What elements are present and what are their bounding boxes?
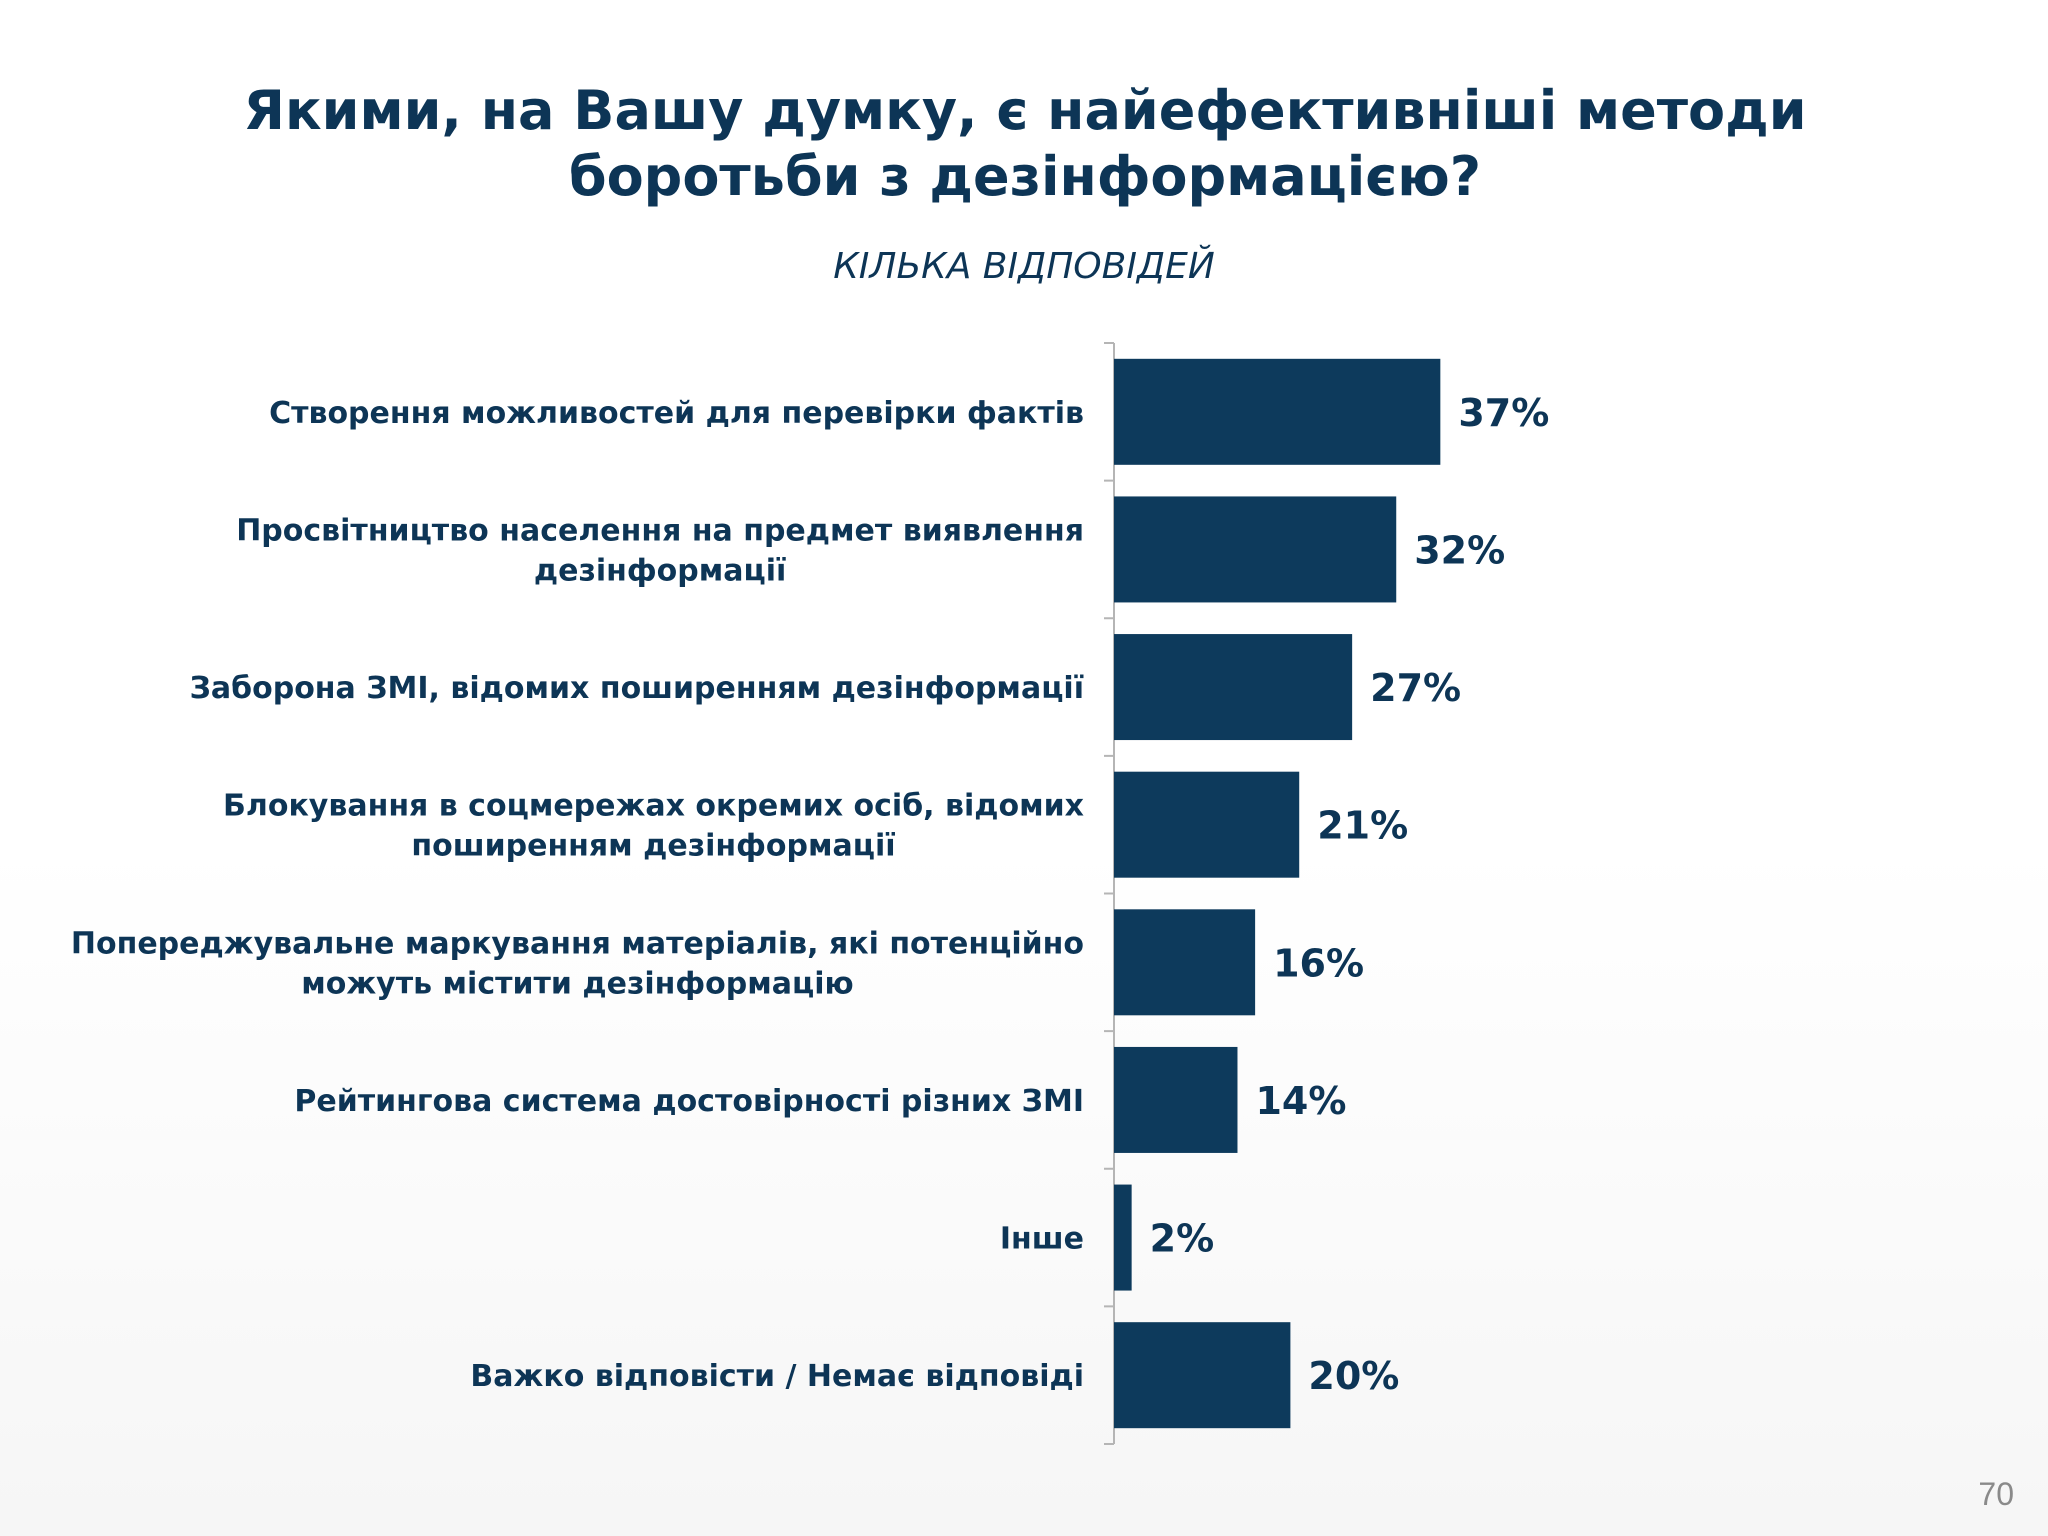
category-label-line: Створення можливостей для перевірки факт… [269,396,1084,431]
category-label: Важко відповісти / Немає відповіді [470,1359,1084,1394]
bar-value-label: 2% [1150,1217,1215,1261]
bar [1114,358,1441,465]
bar-value-label: 20% [1308,1354,1399,1398]
bar-value-label: 14% [1255,1079,1346,1123]
bar-value-label: 37% [1458,391,1549,435]
bars-group [1114,358,1441,1429]
page-number: 70 [1978,1476,2014,1512]
category-label: Блокування в соцмережах окремих осіб, ві… [223,789,1084,864]
category-label: Інше [1000,1222,1084,1257]
bar [1114,1046,1238,1153]
category-label-line: Блокування в соцмережах окремих осіб, ві… [223,789,1084,824]
chart-title: Якими, на Вашу думку, є найефективніші м… [243,79,1807,208]
bar-value-label: 27% [1370,666,1461,710]
bar-value-label: 21% [1317,804,1408,848]
bar [1114,634,1353,741]
category-label-line: поширенням дезінформації [411,829,895,864]
category-labels-group: Створення можливостей для перевірки факт… [71,396,1084,1394]
bar [1114,771,1300,878]
category-label-line: дезінформації [534,553,786,588]
category-label-line: Рейтингова система достовірності різних … [294,1084,1084,1119]
category-label-line: Важко відповісти / Немає відповіді [470,1359,1084,1394]
category-label: Заборона ЗМІ, відомих поширенням дезінфо… [190,671,1084,706]
value-labels-group: 37% 32% 27% 21% 16% 14% 2% 20% [1150,391,1550,1398]
bar [1114,1322,1291,1429]
bar [1114,1184,1132,1291]
bar [1114,496,1397,603]
category-label-line: можуть містити дезінформацію [301,966,854,1001]
chart-subtitle: КІЛЬКА ВІДПОВІДЕЙ [833,246,1215,287]
bar-value-label: 16% [1273,941,1364,985]
category-label: Попереджувальне маркування матеріалів, я… [71,926,1084,1001]
category-label-line: Інше [1000,1222,1084,1257]
category-label: Створення можливостей для перевірки факт… [269,396,1084,431]
category-label: Рейтингова система достовірності різних … [294,1084,1084,1119]
category-label: Просвітництво населення на предмет виявл… [236,513,1084,588]
bar [1114,909,1256,1016]
category-label-line: Попереджувальне маркування матеріалів, я… [71,926,1084,961]
category-label-line: Просвітництво населення на предмет виявл… [236,513,1084,548]
category-label-line: Заборона ЗМІ, відомих поширенням дезінфо… [190,671,1084,706]
bar-value-label: 32% [1414,528,1505,572]
chart-axis [1104,342,1115,1445]
